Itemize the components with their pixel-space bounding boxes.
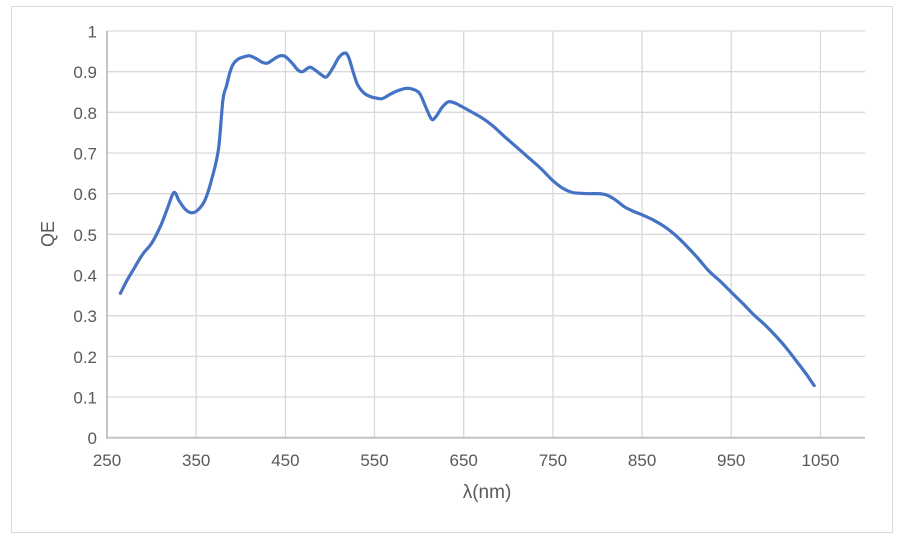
y-tick-label: 0 bbox=[88, 429, 97, 448]
y-tick-label: 0.4 bbox=[73, 267, 97, 286]
y-axis-title: QE bbox=[37, 221, 58, 248]
y-tick-label: 1 bbox=[88, 23, 97, 42]
x-tick-label: 650 bbox=[450, 451, 478, 470]
x-tick-label: 350 bbox=[182, 451, 210, 470]
x-tick-label: 850 bbox=[628, 451, 656, 470]
y-tick-label: 0.6 bbox=[73, 185, 97, 204]
x-tick-label: 550 bbox=[360, 451, 388, 470]
qe-curve bbox=[118, 51, 816, 388]
y-tick-label: 0.3 bbox=[73, 307, 97, 326]
y-tick-label: 0.9 bbox=[73, 63, 97, 82]
y-tick-label: 0.7 bbox=[73, 145, 97, 164]
y-tick-label: 0.2 bbox=[73, 348, 97, 367]
x-tick-label: 750 bbox=[539, 451, 567, 470]
y-tick-label: 0.1 bbox=[73, 389, 97, 408]
x-tick-label: 250 bbox=[93, 451, 121, 470]
y-tick-label: 0.8 bbox=[73, 104, 97, 123]
chart-frame bbox=[11, 6, 893, 533]
x-tick-label: 1050 bbox=[801, 451, 839, 470]
x-axis-title: λ(nm) bbox=[462, 482, 512, 503]
y-tick-label: 0.5 bbox=[73, 226, 97, 245]
x-tick-label: 950 bbox=[717, 451, 745, 470]
x-tick-label: 450 bbox=[271, 451, 299, 470]
